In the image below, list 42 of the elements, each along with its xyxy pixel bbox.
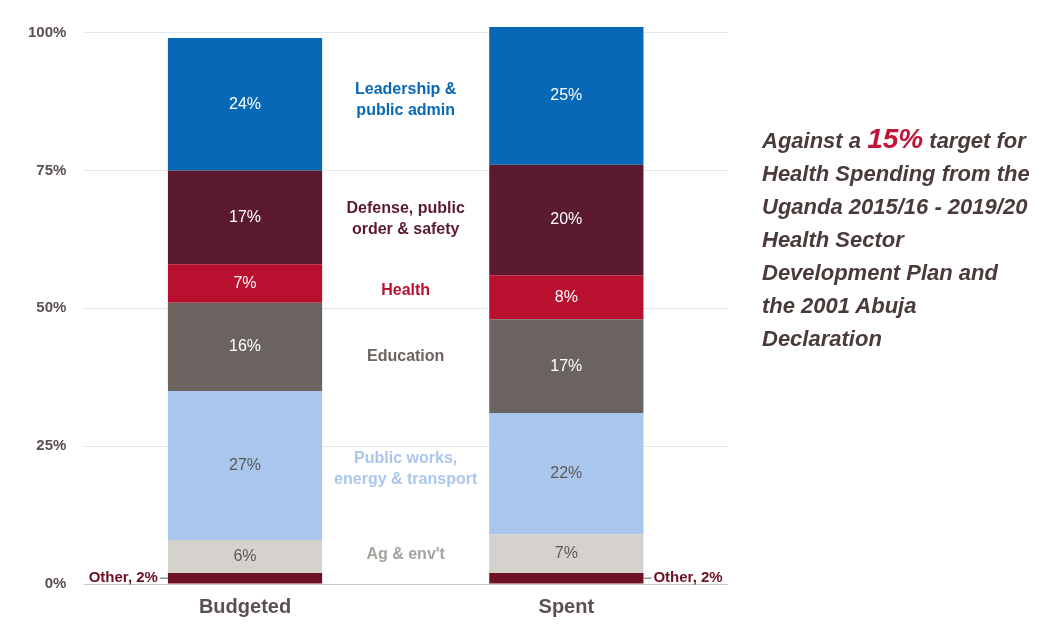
bar xyxy=(489,27,644,165)
data-label: 8% xyxy=(554,287,578,305)
text: Ag & env't xyxy=(366,545,446,563)
y-tick-label: 75% xyxy=(36,160,67,178)
text: Leadership & public admin xyxy=(355,79,457,118)
bar xyxy=(167,264,323,303)
text: Against a 15% target for Health Spending from the Uganda 2015/16 - 2019/20 Health Sector Development Plan and the 2001 Abuja Declaration xyxy=(762,123,1030,351)
series-label: Defense, public order & safety xyxy=(346,198,465,237)
data-label: 17% xyxy=(229,207,262,225)
bar xyxy=(167,302,323,391)
data-label: 25% xyxy=(550,86,583,104)
bar xyxy=(167,38,323,171)
bar xyxy=(167,170,323,265)
data-label: 20% xyxy=(550,210,583,228)
bar xyxy=(167,539,323,573)
bar xyxy=(489,413,644,535)
y-tick-label: 0% xyxy=(44,574,67,592)
y-tick-label: 50% xyxy=(36,298,67,316)
bar xyxy=(489,534,644,573)
bar xyxy=(489,275,644,320)
series-label: Other, 2% xyxy=(88,568,158,586)
x-tick-label: Spent xyxy=(538,594,595,617)
y-tick-label: 100% xyxy=(27,22,67,40)
bar xyxy=(489,319,644,414)
y-tick-label: 25% xyxy=(36,436,67,454)
bar xyxy=(489,164,644,276)
series-label: Public works, energy & transport xyxy=(334,449,478,488)
text: Other, 2% xyxy=(653,568,723,586)
data-label: 22% xyxy=(550,464,583,482)
bar xyxy=(167,390,323,540)
data-label: 17% xyxy=(550,356,583,374)
data-label: 7% xyxy=(233,273,257,291)
text: Health xyxy=(381,280,431,298)
x-tick-label: Budgeted xyxy=(198,594,292,617)
data-label: 16% xyxy=(229,337,262,355)
text: Education xyxy=(367,346,445,364)
data-label: 27% xyxy=(229,455,262,473)
data-label: 24% xyxy=(229,94,262,112)
bar xyxy=(167,572,323,584)
data-label: 6% xyxy=(233,546,257,564)
data-label: 7% xyxy=(554,544,578,562)
bar xyxy=(489,572,644,584)
